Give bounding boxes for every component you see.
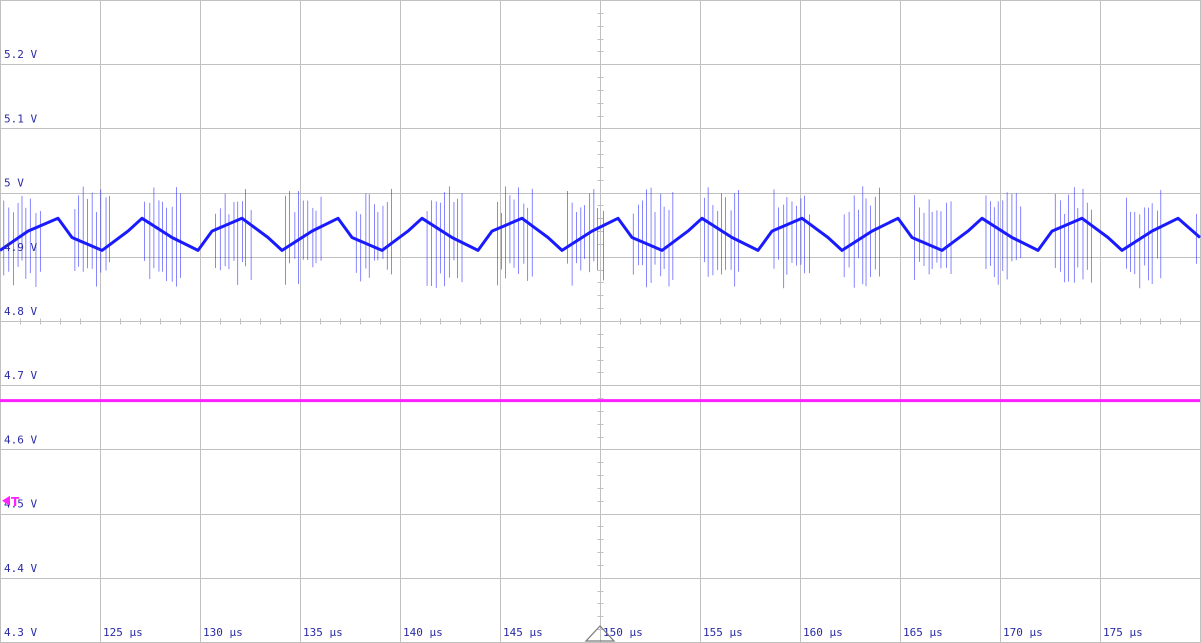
x-tick-label: 175 µs (1103, 626, 1143, 639)
y-axis-labels: 4.3 V 4.4 V 4.5 V 4.6 V 4.7 V 4.8 V 4.9 V 5 V 5.… (4, 48, 37, 639)
x-tick-label: 165 µs (903, 626, 943, 639)
y-tick-label: 4.8 V (4, 305, 37, 318)
x-tick-label: 170 µs (1003, 626, 1043, 639)
x-tick-label: 125 µs (103, 626, 143, 639)
x-tick-label: 155 µs (703, 626, 743, 639)
trigger-time-marker (584, 625, 616, 642)
trigger-level-arrow (2, 495, 10, 506)
y-tick-label: 5.2 V (4, 48, 37, 61)
trigger-markers: T (2, 495, 616, 642)
x-tick-label: 135 µs (303, 626, 343, 639)
series-traces (0, 186, 1201, 403)
y-tick-label: 4.4 V (4, 562, 37, 575)
x-tick-label: 145 µs (503, 626, 543, 639)
trigger-label: T (11, 495, 20, 509)
y-tick-label: 5 V (4, 177, 24, 190)
x-tick-label: 140 µs (403, 626, 443, 639)
x-tick-label: 150 µs (603, 626, 643, 639)
x-tick-label: 160 µs (803, 626, 843, 639)
x-axis-labels: 125 µs 130 µs 135 µs 140 µs 145 µs 150 µs 155 … (103, 626, 1143, 639)
y-tick-label: 4.9 V (4, 241, 37, 254)
y-tick-label: 5.1 V (4, 112, 37, 125)
y-tick-label: 4.6 V (4, 433, 37, 446)
x-tick-label: 130 µs (203, 626, 243, 639)
y-tick-label: 4.5 V (4, 498, 37, 511)
y-tick-label: 4.7 V (4, 369, 37, 382)
series-line-1 (0, 216, 1201, 252)
y-tick-label: 4.3 V (4, 626, 37, 639)
